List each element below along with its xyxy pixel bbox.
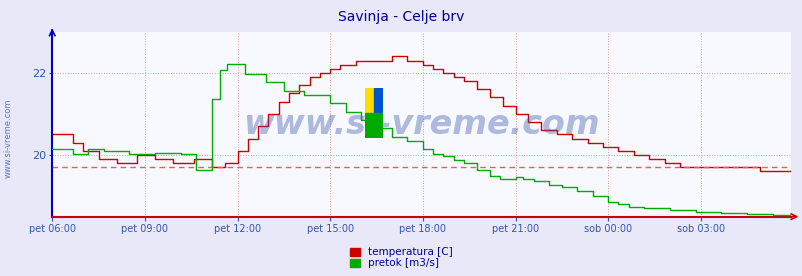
Text: www.si-vreme.com: www.si-vreme.com bbox=[3, 98, 13, 178]
Bar bbox=[374, 88, 383, 113]
Bar bbox=[365, 113, 383, 138]
Text: Savinja - Celje brv: Savinja - Celje brv bbox=[338, 10, 464, 24]
Bar bbox=[365, 88, 374, 113]
Legend: temperatura [C], pretok [m3/s]: temperatura [C], pretok [m3/s] bbox=[348, 246, 454, 269]
Text: www.si-vreme.com: www.si-vreme.com bbox=[243, 108, 599, 141]
